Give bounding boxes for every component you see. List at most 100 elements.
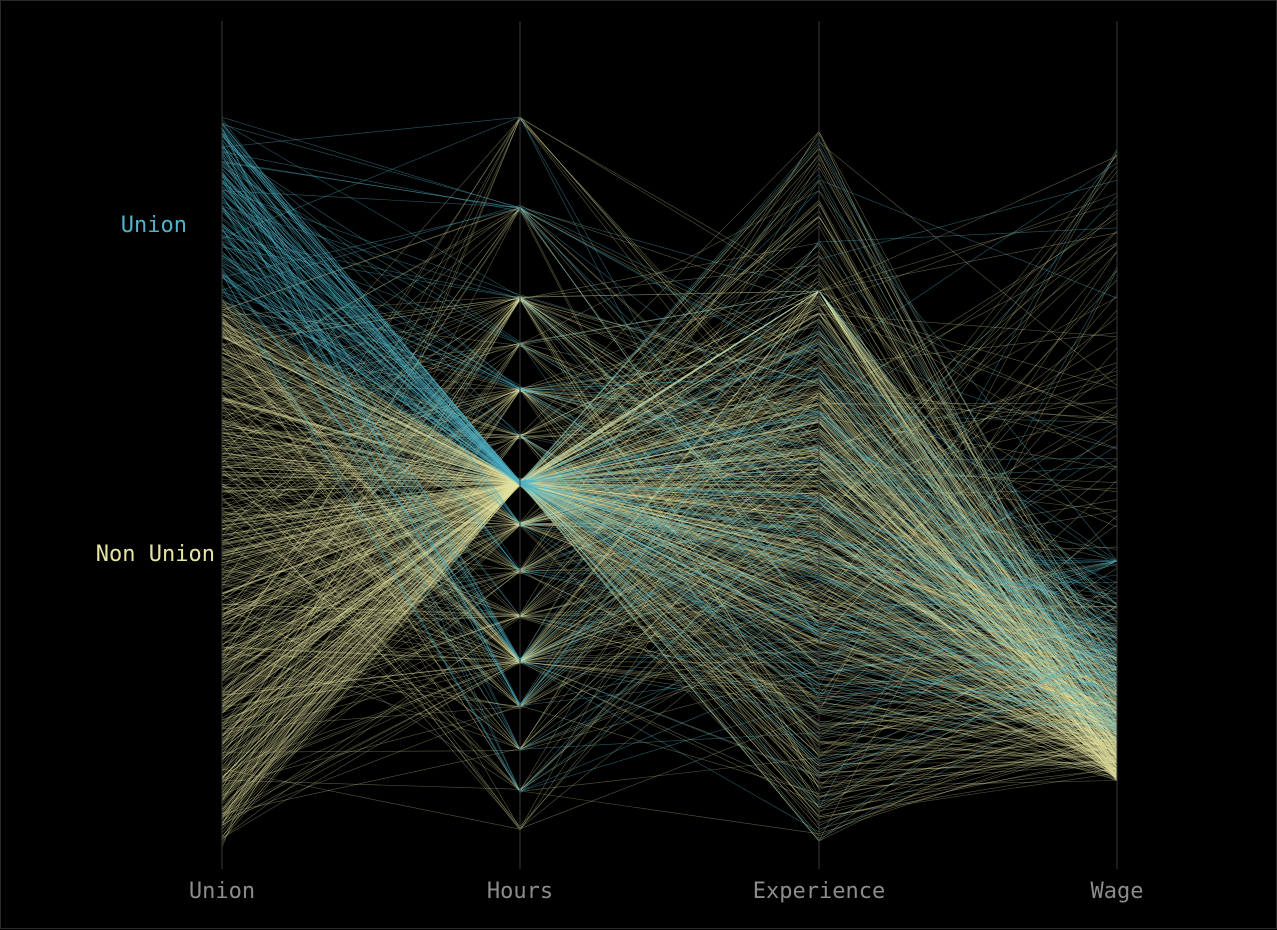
- record-line: [221, 147, 1118, 760]
- record-line: [221, 296, 1118, 755]
- record-line: [221, 116, 1118, 709]
- record-line: [221, 419, 1118, 730]
- record-line: [221, 482, 1118, 757]
- record-line: [221, 269, 1118, 842]
- record-line: [221, 482, 1118, 752]
- record-line: [221, 195, 1118, 714]
- record-line: [221, 236, 1118, 638]
- record-line: [221, 516, 1118, 791]
- record-line: [221, 342, 1118, 634]
- record-line: [221, 205, 1118, 770]
- record-line: [221, 483, 1118, 746]
- record-line: [221, 393, 1118, 695]
- record-line: [221, 482, 1118, 820]
- record-line: [221, 223, 1118, 632]
- record-line: [221, 462, 1118, 797]
- record-line: [221, 201, 1118, 719]
- record-line: [221, 243, 1118, 724]
- record-line: [221, 438, 1118, 712]
- record-line: [221, 481, 1118, 787]
- record-line: [221, 192, 1118, 694]
- record-line: [221, 483, 1118, 758]
- record-line: [221, 391, 1118, 666]
- record-line: [221, 405, 1118, 753]
- record-line: [221, 154, 1118, 652]
- record-line: [221, 483, 1118, 658]
- record-line: [221, 128, 1118, 705]
- record-line: [221, 168, 1118, 840]
- record-line: [221, 290, 1118, 743]
- record-line: [221, 342, 1118, 737]
- record-line: [221, 482, 1118, 783]
- record-line: [221, 466, 1118, 750]
- record-line: [221, 557, 1118, 777]
- record-line: [221, 153, 1118, 704]
- record-line: [221, 182, 1118, 728]
- record-line: [221, 483, 1118, 770]
- record-line: [221, 484, 1118, 795]
- record-line: [221, 480, 1118, 794]
- record-line: [221, 216, 1118, 824]
- record-line: [221, 211, 1118, 689]
- record-line: [221, 398, 1118, 764]
- record-line: [221, 483, 1118, 741]
- record-line: [221, 481, 1118, 691]
- record-line: [221, 456, 1118, 684]
- record-line: [221, 483, 1118, 727]
- record-line: [221, 241, 1118, 583]
- record-line: [221, 290, 1118, 735]
- record-line: [221, 482, 1118, 812]
- record-line: [221, 326, 1118, 739]
- record-line: [221, 146, 1118, 774]
- record-line: [221, 193, 1118, 615]
- record-line: [221, 206, 1118, 706]
- record-line: [221, 175, 1118, 679]
- record-line: [221, 482, 1118, 698]
- record-line: [221, 600, 1118, 774]
- record-line: [221, 227, 1118, 617]
- record-line: [221, 255, 1118, 659]
- record-line: [221, 342, 1118, 720]
- record-line: [221, 579, 1118, 762]
- record-line: [221, 296, 1118, 756]
- record-line: [221, 243, 1118, 664]
- record-line: [221, 483, 1118, 727]
- record-line: [221, 482, 1118, 770]
- record-line: [221, 299, 1118, 677]
- record-line: [221, 157, 1118, 640]
- record-line: [221, 484, 1118, 829]
- record-line: [221, 116, 1118, 644]
- record-line: [221, 298, 1118, 768]
- record-line: [221, 129, 1118, 630]
- record-line: [221, 303, 1118, 601]
- record-line: [221, 481, 1118, 837]
- record-line: [221, 482, 1118, 755]
- record-line: [221, 471, 1118, 778]
- record-line: [221, 402, 1118, 575]
- record-line: [221, 464, 1118, 816]
- record-line: [221, 399, 1118, 697]
- record-line: [221, 349, 1118, 782]
- record-line: [221, 366, 1118, 747]
- record-line: [221, 482, 1118, 721]
- record-line: [221, 155, 1118, 690]
- record-line: [221, 607, 1118, 721]
- record-line: [221, 297, 1118, 758]
- record-line: [221, 143, 1118, 709]
- record-line: [221, 190, 1118, 701]
- record-line: [221, 394, 1118, 780]
- category-label-union: Union: [121, 213, 187, 238]
- record-line: [221, 582, 1118, 826]
- record-line: [221, 118, 1118, 699]
- record-line: [221, 140, 1118, 792]
- record-line: [221, 153, 1118, 752]
- record-line: [221, 406, 1118, 755]
- record-line: [221, 201, 1118, 770]
- record-line: [221, 483, 1118, 755]
- record-line: [221, 482, 1118, 715]
- record-line: [221, 334, 1118, 752]
- record-line: [221, 537, 1118, 684]
- record-line: [221, 320, 1118, 742]
- record-line: [221, 347, 1118, 701]
- record-line: [221, 429, 1118, 732]
